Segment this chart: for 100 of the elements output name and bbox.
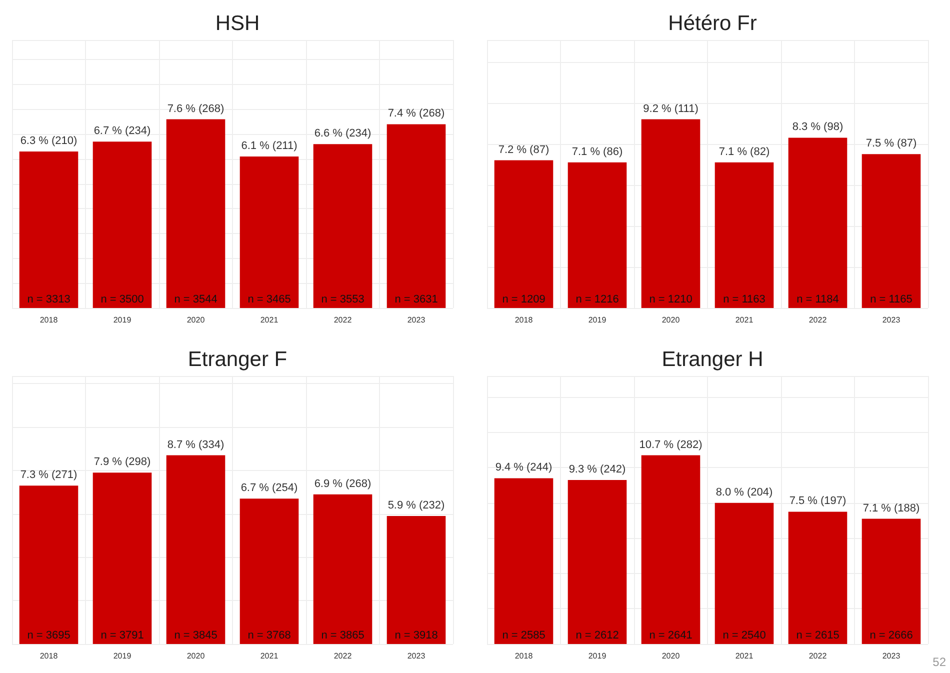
data-label: 7.4 % (268) — [388, 108, 445, 120]
x-tick-label: 2022 — [808, 652, 828, 660]
annotation: n = 2615 — [796, 630, 840, 642]
bar — [166, 119, 226, 308]
chart-title: Hétéro Fr — [668, 12, 757, 35]
bar — [19, 152, 78, 308]
annotation: n = 3845 — [174, 630, 218, 642]
annotation: n = 3313 — [27, 294, 70, 306]
bar — [240, 156, 299, 308]
annotation: n = 3500 — [100, 294, 144, 306]
data-label: 9.4 % (244) — [495, 462, 552, 474]
data-label: 6.7 % (254) — [240, 482, 298, 494]
bar — [641, 119, 700, 308]
annotation: n = 3553 — [321, 294, 364, 306]
bar — [788, 512, 848, 644]
bar — [92, 472, 152, 644]
data-label: 8.3 % (98) — [792, 121, 844, 134]
bar — [862, 154, 921, 308]
data-label: 6.3 % (210) — [20, 135, 78, 148]
data-label: 7.9 % (298) — [94, 456, 151, 468]
x-tick-label: 2019 — [588, 652, 607, 660]
data-label: 5.9 % (232) — [388, 500, 445, 512]
bar — [714, 162, 774, 308]
x-tick-label: 2020 — [662, 316, 680, 324]
x-tick-label: 2020 — [186, 652, 206, 660]
x-tick-label: 2019 — [113, 652, 132, 660]
bar — [386, 516, 446, 644]
data-label: 8.7 % (334) — [167, 438, 224, 451]
bar — [862, 518, 921, 644]
bar — [568, 162, 627, 308]
x-tick-label: 2019 — [113, 316, 132, 324]
data-label: 7.6 % (268) — [167, 102, 224, 115]
data-label: 6.6 % (234) — [314, 128, 372, 140]
x-tick-label: 2020 — [186, 316, 206, 324]
x-tick-label: 2021 — [735, 652, 754, 660]
annotation: n = 2666 — [870, 630, 913, 642]
annotation: n = 1163 — [723, 294, 766, 306]
data-label: 7.5 % (87) — [866, 138, 917, 150]
annotation: n = 3865 — [321, 630, 364, 642]
x-tick-label: 2018 — [514, 652, 534, 660]
chart-title: Etranger H — [662, 348, 764, 371]
x-tick-label: 2018 — [40, 316, 58, 324]
annotation: n = 1184 — [796, 294, 839, 306]
data-label: 10.7 % (282) — [639, 438, 702, 451]
data-label: 6.1 % (211) — [241, 140, 298, 152]
x-tick-label: 2021 — [735, 316, 754, 324]
annotation: n = 1209 — [502, 294, 546, 306]
annotation: n = 2612 — [576, 630, 619, 642]
x-tick-label: 2023 — [407, 652, 426, 660]
bar — [494, 478, 554, 644]
bar — [494, 160, 554, 308]
data-label: 7.1 % (86) — [572, 146, 623, 158]
data-label: 7.2 % (87) — [498, 144, 550, 156]
annotation: n = 2585 — [502, 630, 546, 642]
annotation: n = 2641 — [649, 630, 692, 642]
annotation: n = 3631 — [394, 294, 438, 306]
bar — [166, 455, 226, 644]
x-tick-label: 2023 — [882, 652, 901, 660]
bar — [714, 502, 774, 644]
x-tick-label: 2022 — [808, 316, 828, 324]
x-tick-label: 2018 — [40, 652, 58, 660]
data-label: 9.3 % (242) — [568, 463, 626, 476]
data-label: 6.7 % (234) — [94, 125, 151, 138]
bar — [386, 124, 446, 308]
x-tick-label: 2023 — [407, 316, 426, 324]
data-label: 8.0 % (204) — [716, 486, 773, 498]
chart-title: Etranger F — [188, 348, 288, 371]
bar — [313, 494, 372, 644]
x-tick-label: 2021 — [260, 652, 279, 660]
annotation: n = 3695 — [27, 630, 70, 642]
bar — [641, 455, 700, 644]
annotation: n = 3918 — [394, 630, 438, 642]
annotation: n = 3768 — [248, 630, 291, 642]
data-label: 7.1 % (188) — [862, 502, 920, 514]
data-label: 6.9 % (268) — [314, 478, 372, 490]
x-tick-label: 2020 — [662, 652, 680, 660]
x-tick-label: 2023 — [882, 316, 901, 324]
x-tick-label: 2019 — [588, 316, 607, 324]
text: 52 — [932, 655, 946, 669]
data-label: 9.2 % (111) — [643, 102, 698, 115]
bar — [313, 144, 372, 308]
annotation: n = 3465 — [248, 294, 291, 306]
x-tick-label: 2021 — [260, 316, 279, 324]
bar — [240, 498, 299, 644]
annotation: n = 3791 — [100, 630, 144, 642]
annotation: n = 1165 — [870, 294, 912, 306]
data-label: 7.1 % (82) — [718, 146, 770, 158]
annotation: n = 2540 — [722, 630, 766, 642]
data-label: 7.5 % (197) — [789, 495, 846, 508]
chart-title: HSH — [215, 12, 260, 35]
annotation: n = 3544 — [174, 294, 218, 306]
x-tick-label: 2022 — [334, 316, 352, 324]
bar — [92, 142, 152, 308]
annotation: n = 1216 — [576, 294, 619, 306]
bar — [19, 486, 78, 644]
annotation: n = 1210 — [649, 294, 692, 306]
x-tick-label: 2018 — [514, 316, 534, 324]
bar — [568, 480, 627, 644]
bar — [788, 138, 848, 308]
x-tick-label: 2022 — [334, 652, 352, 660]
